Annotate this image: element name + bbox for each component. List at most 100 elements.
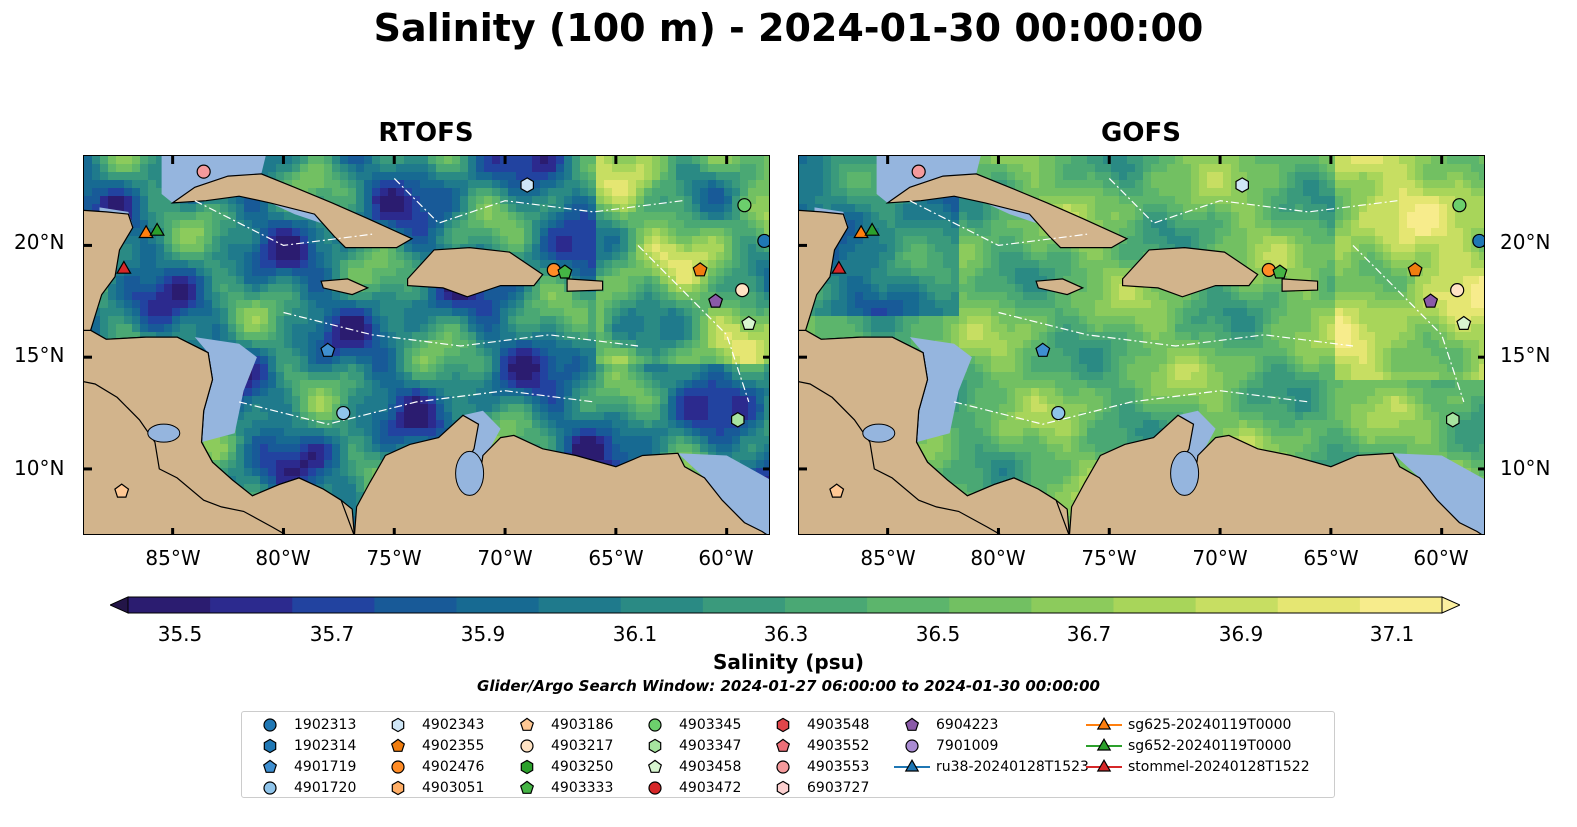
legend-marker <box>391 717 405 733</box>
platform-marker-4903347 <box>1445 411 1460 428</box>
legend-label: 7901009 <box>936 738 999 754</box>
legend-marker <box>648 738 662 754</box>
legend-marker <box>648 781 662 795</box>
figure-title: Salinity (100 m) - 2024-01-30 00:00:00 <box>373 6 1204 50</box>
platform-marker-6904223 <box>1423 293 1439 308</box>
legend-pentagon-icon <box>519 780 535 794</box>
colorbar-segment <box>867 597 950 613</box>
lat-tick-20-right: 20°N <box>1500 230 1551 254</box>
lon-tick-65-left: 65°W <box>588 546 644 570</box>
platform-marker-6904223 <box>708 293 724 308</box>
legend-hexagon-icon <box>263 738 277 754</box>
continental-shelf <box>1392 453 1484 534</box>
colorbar-tick: 37.1 <box>1369 622 1415 646</box>
legend-circle-icon <box>391 760 405 774</box>
legend-hexagon-icon <box>520 759 534 775</box>
lon-tick-80-right: 80°W <box>970 546 1026 570</box>
colorbar-tick: 36.1 <box>612 622 658 646</box>
lat-tick-20-left: 20°N <box>14 230 65 254</box>
colorbar-segment <box>1113 597 1197 613</box>
legend-label: 6904223 <box>936 717 999 733</box>
legend-marker <box>1086 758 1122 772</box>
map-panel-gofs <box>798 155 1485 535</box>
legend-hexagon-icon <box>776 717 790 733</box>
lake-nicaragua <box>862 423 896 443</box>
platform-marker-4903345 <box>1452 198 1467 213</box>
maritime-boundary <box>283 311 639 347</box>
legend-marker <box>648 718 662 732</box>
platform-marker-4903217 <box>1450 283 1465 298</box>
colorbar-segment <box>128 597 211 613</box>
land-hispaniola <box>1122 246 1259 298</box>
platform-marker-1902313 <box>1472 233 1484 249</box>
platform-marker-4902355 <box>1407 262 1423 277</box>
lake-nicaragua <box>147 423 181 443</box>
colorbar-segment <box>620 597 704 613</box>
lon-tick-60-right: 60°W <box>1413 546 1469 570</box>
colorbar-segment <box>1277 597 1361 613</box>
maritime-boundary <box>998 311 1354 347</box>
legend-marker <box>775 738 791 752</box>
legend-marker <box>776 760 790 774</box>
legend-marker <box>262 759 278 773</box>
legend-label: ru38-20240128T1523 <box>936 759 1089 775</box>
lon-tick-70-left: 70°W <box>477 546 533 570</box>
legend-pentagon-icon <box>262 759 278 773</box>
search-window-caption: Glider/Argo Search Window: 2024-01-27 06… <box>477 677 1100 695</box>
legend-circle-icon <box>263 718 277 732</box>
legend-label: 4903347 <box>679 738 742 754</box>
lon-tick-60-left: 60°W <box>698 546 754 570</box>
legend-marker <box>390 738 406 752</box>
legend-label: 4903186 <box>551 717 614 733</box>
legend-marker <box>519 717 535 731</box>
legend-label: 4903472 <box>679 780 742 796</box>
platform-marker-sg625-20240119T0000 <box>138 224 154 239</box>
land-jamaica <box>1035 278 1085 296</box>
continental-shelf <box>677 453 769 534</box>
legend-marker <box>1086 716 1122 730</box>
continental-shelf <box>161 156 266 203</box>
legend-marker <box>520 759 534 775</box>
maritime-boundary <box>1108 177 1398 224</box>
colorbar-tick: 35.9 <box>460 622 506 646</box>
platform-marker-4903553 <box>911 164 926 179</box>
legend-pentagon-icon <box>390 738 406 752</box>
salinity-map-gofs <box>799 156 1484 534</box>
colorbar-segment <box>456 597 540 613</box>
platform-marker-4902355 <box>692 262 708 277</box>
lon-tick-75-right: 75°W <box>1081 546 1137 570</box>
panel-title-gofs: GOFS <box>1101 118 1181 148</box>
legend-marker <box>263 781 277 795</box>
colorbar-segment <box>538 597 622 613</box>
lon-tick-65-right: 65°W <box>1303 546 1359 570</box>
maritime-boundary <box>1352 244 1465 403</box>
colorbar-tick: 36.7 <box>1066 622 1112 646</box>
legend-circle-icon <box>776 760 790 774</box>
maritime-boundary <box>194 200 373 247</box>
legend-marker <box>904 717 920 731</box>
lon-tick-85-left: 85°W <box>145 546 201 570</box>
legend-pentagon-icon <box>904 717 920 731</box>
colorbar-segment <box>1195 597 1279 613</box>
legend-label: 4903051 <box>422 780 485 796</box>
legend-label: 4903548 <box>807 717 870 733</box>
salinity-map-rtofs <box>84 156 769 534</box>
legend-triangle-icon <box>1096 737 1112 751</box>
land-south-america <box>1068 414 1482 534</box>
colorbar-segment <box>292 597 375 613</box>
platform-marker-stommel-20240128T1522 <box>116 260 132 274</box>
legend-label: 4901720 <box>294 780 357 796</box>
platform-marker-4903333 <box>1272 264 1288 279</box>
platform-marker-4903458 <box>741 315 757 330</box>
colorbar-segment <box>374 597 457 613</box>
colorbar-extend-max <box>1441 596 1460 614</box>
platform-marker-4903333 <box>557 264 573 279</box>
platform-marker-4901719 <box>320 342 336 357</box>
legend-label: 4903333 <box>551 780 614 796</box>
legend-label: 4903552 <box>807 738 870 754</box>
lon-tick-75-left: 75°W <box>366 546 422 570</box>
colorbar-tick: 36.9 <box>1218 622 1264 646</box>
legend-label: 6903727 <box>807 780 870 796</box>
colorbar-segment <box>1031 597 1114 613</box>
colorbar-segment <box>785 597 868 613</box>
